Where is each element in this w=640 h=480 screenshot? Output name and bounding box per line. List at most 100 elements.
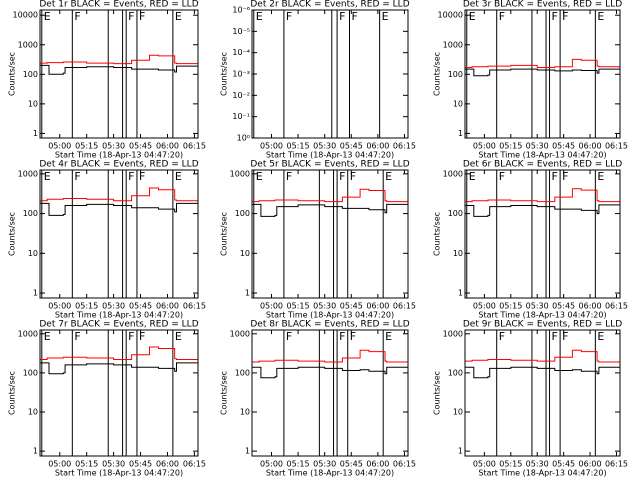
y-tick-label: 10 xyxy=(453,99,463,108)
chart-title: Det 4r BLACK = Events, RED = LLD xyxy=(39,160,198,170)
event-label: F xyxy=(352,10,358,23)
y-tick-label: 1 xyxy=(33,289,38,298)
x-tick-label: 05:45 xyxy=(129,302,152,311)
series-line xyxy=(252,366,409,379)
y-tick-label: 1 xyxy=(245,289,250,298)
event-label: F xyxy=(350,330,356,343)
x-tick-label: 05:30 xyxy=(313,302,336,311)
chart-title: Det 5r BLACK = Events, RED = LLD xyxy=(250,160,409,170)
x-tick-label: 06:00 xyxy=(579,302,602,311)
y-tick-label: 1000 xyxy=(230,169,250,178)
x-tick-label: 05:30 xyxy=(102,142,125,151)
x-tick-label: 05:45 xyxy=(340,142,363,151)
x-axis-label: Start Time (18-Apr-13 04:47:20) xyxy=(478,469,606,478)
x-tick-label: 05:00 xyxy=(48,302,71,311)
plot-frame xyxy=(464,169,621,299)
series-line xyxy=(40,64,199,75)
x-tick-label: 06:15 xyxy=(605,142,628,151)
x-tick-label: 05:15 xyxy=(499,142,522,151)
x-tick-label: 05:45 xyxy=(552,142,575,151)
plot-frame xyxy=(251,329,409,457)
series-line xyxy=(40,362,199,375)
y-tick-label: 1 xyxy=(458,129,463,138)
y-tick-label: 10⁻⁶ xyxy=(232,6,250,15)
y-axis-label: Counts/sec xyxy=(220,371,229,415)
x-tick-label: 05:45 xyxy=(340,460,363,469)
series-line xyxy=(252,188,409,203)
y-tick-label: 100 xyxy=(448,209,463,218)
event-label: F xyxy=(339,10,345,23)
x-tick-label: 05:00 xyxy=(48,142,71,151)
x-tick-label: 06:15 xyxy=(393,142,416,151)
event-label: E xyxy=(175,330,182,343)
event-label: E xyxy=(44,170,51,183)
event-label: F xyxy=(499,330,505,343)
plot-frame xyxy=(251,169,409,299)
y-tick-label: 1000 xyxy=(443,169,463,178)
series-line xyxy=(40,346,199,361)
y-tick-label: 10⁻¹ xyxy=(232,112,250,121)
series-line xyxy=(465,366,621,379)
event-label: F xyxy=(562,10,568,23)
x-tick-label: 05:15 xyxy=(75,460,98,469)
y-tick-label: 10⁻³ xyxy=(232,70,250,79)
y-tick-label: 10000 xyxy=(438,11,463,20)
chart-title: Det 6r BLACK = Events, RED = LLD xyxy=(463,160,622,170)
chart-title: Det 8r BLACK = Events, RED = LLD xyxy=(250,320,409,330)
x-tick-label: 05:45 xyxy=(552,302,575,311)
chart-title: Det 2r BLACK = Events, RED = LLD xyxy=(250,0,409,10)
x-tick-label: 06:15 xyxy=(183,302,206,311)
y-tick-label: 10⁻⁵ xyxy=(232,27,250,36)
x-tick-label: 05:15 xyxy=(499,460,522,469)
event-label: F xyxy=(139,170,145,183)
x-tick-label: 05:00 xyxy=(260,302,283,311)
event-label: F xyxy=(286,10,292,23)
x-axis-label: Start Time (18-Apr-13 04:47:20) xyxy=(266,151,394,160)
x-tick-label: 05:30 xyxy=(526,302,549,311)
plot-frame xyxy=(39,9,199,139)
x-tick-label: 06:00 xyxy=(579,460,602,469)
event-label: F xyxy=(128,170,134,183)
x-tick-label: 05:30 xyxy=(526,142,549,151)
event-label: F xyxy=(339,170,345,183)
y-tick-label: 10 xyxy=(28,249,38,258)
event-label: F xyxy=(339,330,345,343)
series-line xyxy=(252,203,409,217)
x-tick-label: 05:45 xyxy=(340,302,363,311)
event-label: F xyxy=(562,170,568,183)
event-label: E xyxy=(597,10,604,23)
y-tick-label: 100 xyxy=(235,209,250,218)
event-label: E xyxy=(175,170,182,183)
x-tick-label: 05:00 xyxy=(473,302,496,311)
x-tick-label: 05:30 xyxy=(102,460,125,469)
series-line xyxy=(40,202,199,216)
event-label: F xyxy=(562,330,568,343)
chart-title: Det 7r BLACK = Events, RED = LLD xyxy=(39,320,198,330)
event-label: E xyxy=(385,330,392,343)
x-tick-label: 05:00 xyxy=(48,460,71,469)
x-tick-label: 06:00 xyxy=(366,142,389,151)
event-label: F xyxy=(139,10,145,23)
x-tick-label: 05:15 xyxy=(287,302,310,311)
chart-title: Det 3r BLACK = Events, RED = LLD xyxy=(463,0,622,10)
x-tick-label: 06:00 xyxy=(366,460,389,469)
event-label: E xyxy=(44,330,51,343)
series-line xyxy=(465,68,621,77)
event-label: F xyxy=(499,10,505,23)
x-tick-label: 06:15 xyxy=(393,460,416,469)
y-axis-label: Counts/sec xyxy=(8,212,17,256)
series-line xyxy=(465,349,621,363)
x-axis-label: Start Time (18-Apr-13 04:47:20) xyxy=(478,311,606,320)
x-tick-label: 05:00 xyxy=(260,142,283,151)
y-axis-label: Counts/sec xyxy=(433,371,442,415)
y-tick-label: 1000 xyxy=(443,329,463,338)
event-label: F xyxy=(286,330,292,343)
event-label: F xyxy=(128,330,134,343)
y-tick-label: 10 xyxy=(28,99,38,108)
series-line xyxy=(465,188,621,203)
y-tick-label: 1 xyxy=(33,129,38,138)
y-tick-label: 10 xyxy=(240,408,250,417)
event-label: F xyxy=(74,330,80,343)
y-tick-label: 1000 xyxy=(443,40,463,49)
event-label: F xyxy=(350,170,356,183)
